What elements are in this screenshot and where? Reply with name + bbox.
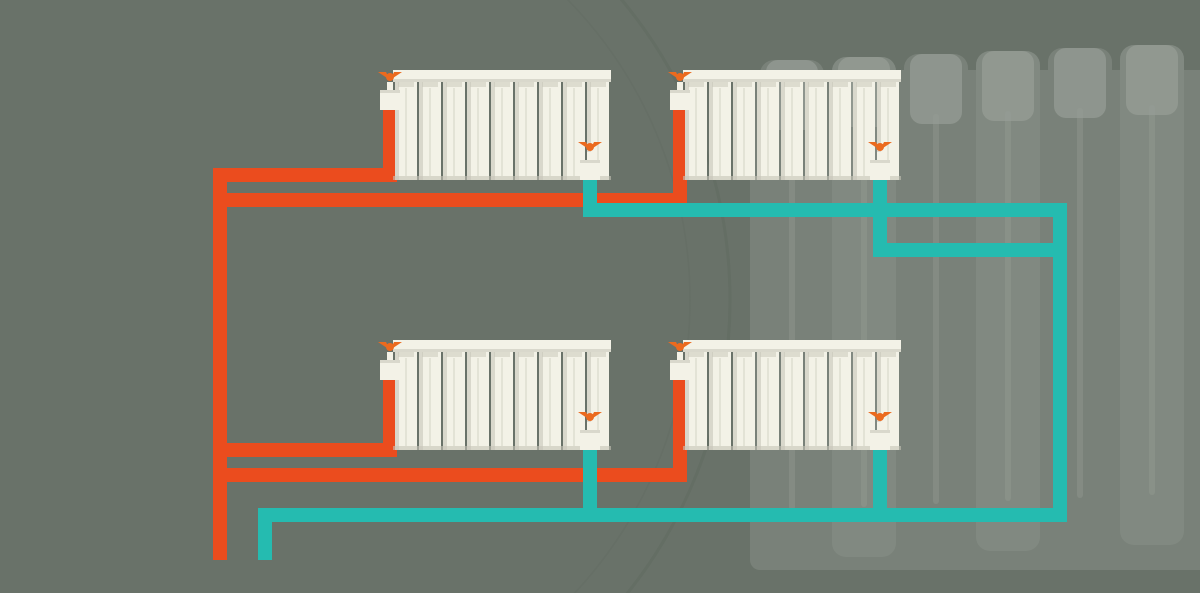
- radiator-1: [683, 70, 901, 180]
- radiator-2: [393, 340, 611, 450]
- radiator-3: [683, 340, 901, 450]
- heating-diagram: [0, 0, 1200, 593]
- radiator-0: [393, 70, 611, 180]
